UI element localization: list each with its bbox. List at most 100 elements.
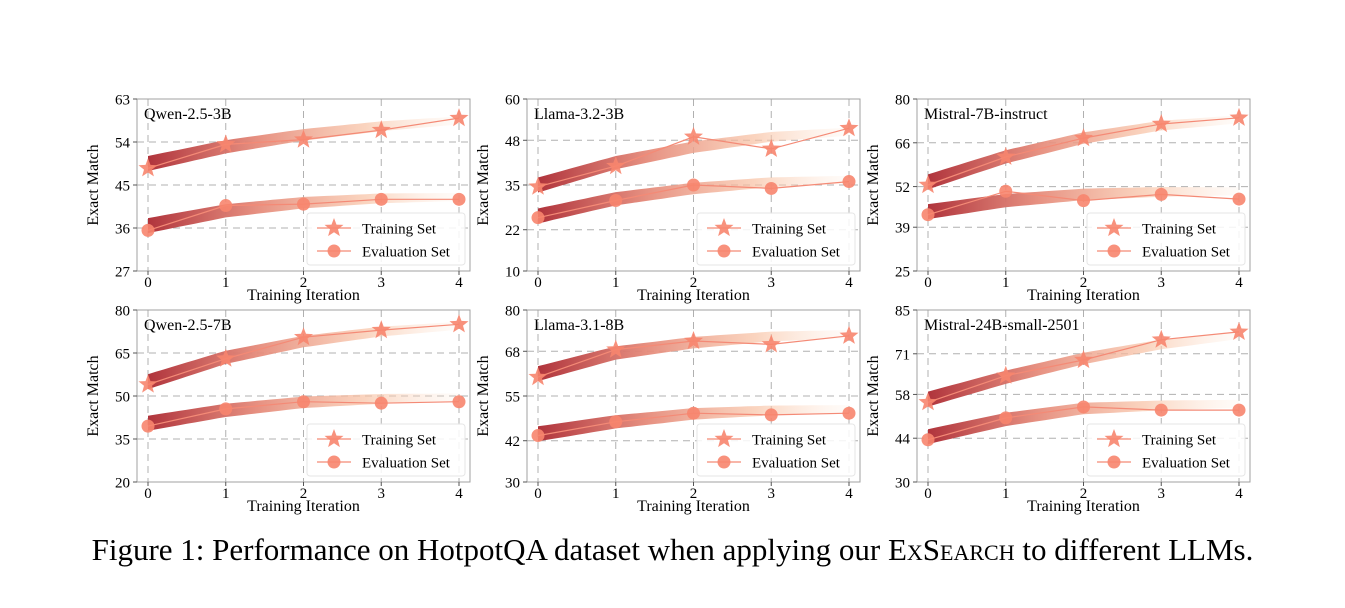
legend-label: Training Set xyxy=(1142,433,1217,449)
data-point-star xyxy=(1074,128,1093,147)
data-point-circle xyxy=(531,429,545,443)
chart-title: Qwen-2.5-7B xyxy=(144,317,232,334)
data-point-star xyxy=(839,118,859,137)
y-tick-label: 39 xyxy=(895,221,910,237)
data-point-star xyxy=(1074,350,1093,369)
chart-panel: 10 22 35 48 60 0 1 2 3 4 Training Iteration Exact M… xyxy=(475,93,861,304)
legend-label: Evaluation Set xyxy=(752,245,841,261)
y-tick-label: 65 xyxy=(115,347,130,363)
data-point-circle xyxy=(141,223,155,237)
x-tick-label: 2 xyxy=(300,486,308,502)
x-axis-label: Training Iteration xyxy=(247,287,360,304)
data-point-star xyxy=(1151,114,1171,133)
x-tick-label: 3 xyxy=(1158,275,1166,291)
x-axis-label: Training Iteration xyxy=(637,498,750,515)
data-point-star xyxy=(371,320,391,339)
chart-panel: 30 44 58 71 85 0 1 2 3 4 Training Iteration Exact M… xyxy=(865,304,1251,515)
chart-panel: 25 39 52 66 80 0 1 2 3 4 Training Iteration Exact M… xyxy=(865,93,1251,304)
y-tick-label: 80 xyxy=(895,93,910,109)
x-tick-label: 4 xyxy=(845,486,853,502)
y-tick-label: 35 xyxy=(505,179,520,195)
x-tick-label: 2 xyxy=(1080,275,1088,291)
data-point-star xyxy=(918,392,938,411)
y-tick-label: 58 xyxy=(895,388,910,404)
y-axis-label: Exact Match xyxy=(85,144,102,225)
legend-label: Evaluation Set xyxy=(1142,456,1231,472)
data-point-circle xyxy=(921,208,935,222)
x-tick-label: 1 xyxy=(222,486,230,502)
data-point-circle xyxy=(999,411,1013,425)
data-point-circle xyxy=(1154,403,1168,417)
data-point-star xyxy=(1151,329,1171,348)
data-point-circle xyxy=(999,184,1013,198)
legend-label: Training Set xyxy=(362,222,437,238)
x-tick-label: 3 xyxy=(768,486,776,502)
legend-box xyxy=(306,423,466,477)
legend-circle-marker xyxy=(327,455,341,469)
y-axis-label: Exact Match xyxy=(865,355,882,436)
caption-method-name: ExSearch xyxy=(887,532,1015,567)
data-point-star xyxy=(449,108,469,127)
y-tick-label: 54 xyxy=(115,136,131,152)
data-point-circle xyxy=(219,402,233,416)
trend-band xyxy=(148,321,459,390)
data-point-star xyxy=(996,146,1016,165)
caption-suffix: to different LLMs. xyxy=(1014,532,1254,567)
x-tick-label: 4 xyxy=(845,275,853,291)
legend-circle-marker xyxy=(717,455,731,469)
data-point-circle xyxy=(1154,187,1168,201)
legend-label: Evaluation Set xyxy=(1142,245,1231,261)
caption-prefix: Figure 1: Performance on HotpotQA datase… xyxy=(91,532,888,567)
y-tick-label: 50 xyxy=(115,390,130,406)
data-point-star xyxy=(294,129,313,148)
data-point-star xyxy=(1229,321,1249,340)
y-tick-label: 45 xyxy=(115,179,130,195)
data-point-star xyxy=(294,327,313,346)
data-point-star xyxy=(1229,107,1249,126)
legend-label: Evaluation Set xyxy=(362,456,451,472)
chart-panel: 20 35 50 65 80 0 1 2 3 4 Training Iteration Exact M… xyxy=(85,304,471,515)
data-point-star xyxy=(761,138,781,157)
data-point-star xyxy=(371,120,391,139)
x-tick-label: 1 xyxy=(222,275,230,291)
data-point-star xyxy=(761,334,781,353)
legend-box xyxy=(1086,423,1246,477)
x-tick-label: 0 xyxy=(534,275,542,291)
legend-star-marker xyxy=(714,218,734,237)
legend-circle-marker xyxy=(1107,244,1121,258)
legend-label: Training Set xyxy=(362,433,437,449)
data-point-circle xyxy=(297,395,310,409)
x-tick-label: 1 xyxy=(612,486,620,502)
legend-box xyxy=(306,212,466,266)
y-axis-label: Exact Match xyxy=(865,144,882,225)
trend-band xyxy=(928,331,1239,407)
data-point-star xyxy=(216,134,236,153)
chart-title: Llama-3.2-3B xyxy=(534,106,624,123)
data-point-star xyxy=(606,339,626,358)
data-point-star xyxy=(918,175,938,194)
data-point-circle xyxy=(531,211,545,225)
data-point-circle xyxy=(921,433,935,447)
y-tick-label: 66 xyxy=(895,136,911,152)
trend-band xyxy=(928,115,1239,190)
y-axis-label: Exact Match xyxy=(475,355,492,436)
data-point-circle xyxy=(452,395,466,409)
y-axis-label: Exact Match xyxy=(85,355,102,436)
legend-box xyxy=(696,423,856,477)
y-tick-label: 42 xyxy=(505,434,520,450)
x-tick-label: 0 xyxy=(924,486,932,502)
data-point-circle xyxy=(374,396,388,410)
data-point-star xyxy=(138,158,158,177)
data-point-circle xyxy=(452,192,466,206)
data-point-circle xyxy=(609,193,623,207)
data-point-star xyxy=(839,325,859,344)
x-tick-label: 4 xyxy=(455,275,463,291)
x-tick-label: 3 xyxy=(378,275,386,291)
x-tick-label: 4 xyxy=(1235,275,1243,291)
legend-box xyxy=(1086,212,1246,266)
x-tick-label: 3 xyxy=(768,275,776,291)
trend-band xyxy=(538,127,849,193)
y-tick-label: 30 xyxy=(895,476,910,492)
legend-label: Evaluation Set xyxy=(752,456,841,472)
x-tick-label: 3 xyxy=(378,486,386,502)
